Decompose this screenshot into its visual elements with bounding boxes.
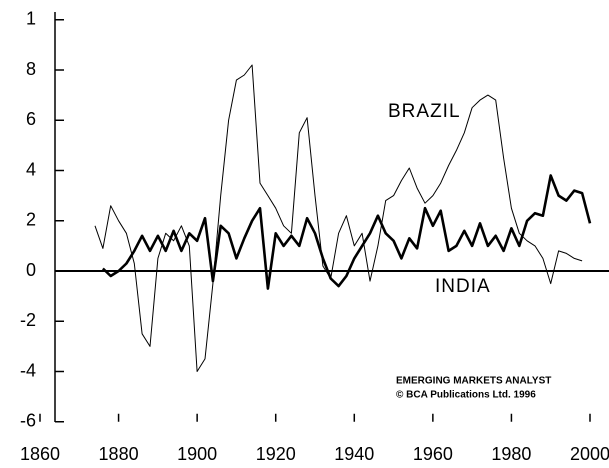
y-tick-label: -6 [20, 411, 36, 431]
x-tick-label: 1900 [177, 444, 217, 464]
x-tick-label: 1960 [413, 444, 453, 464]
x-tick-label: 1920 [256, 444, 296, 464]
series-label: BRAZIL [388, 101, 461, 122]
series-label: INDIA [435, 276, 491, 297]
y-tick-label: -2 [20, 310, 36, 330]
y-tick-label: 2 [26, 210, 36, 230]
y-tick-label: 4 [26, 159, 36, 179]
y-tick-label: -4 [20, 360, 36, 380]
y-tick-label: 1 [26, 9, 36, 29]
annotation: EMERGING MARKETS ANALYST [396, 376, 551, 387]
x-tick-label: 2000 [570, 444, 609, 464]
annotation: © BCA Publications Ltd. 1996 [396, 390, 536, 401]
y-tick-label: 6 [26, 109, 36, 129]
x-tick-label: 1980 [491, 444, 531, 464]
x-tick-label: 1860 [20, 444, 60, 464]
y-tick-label: 0 [26, 260, 36, 280]
x-tick-label: 1940 [334, 444, 374, 464]
x-tick-label: 1880 [99, 444, 139, 464]
y-tick-label: 8 [26, 59, 36, 79]
series-line [101, 174, 592, 290]
